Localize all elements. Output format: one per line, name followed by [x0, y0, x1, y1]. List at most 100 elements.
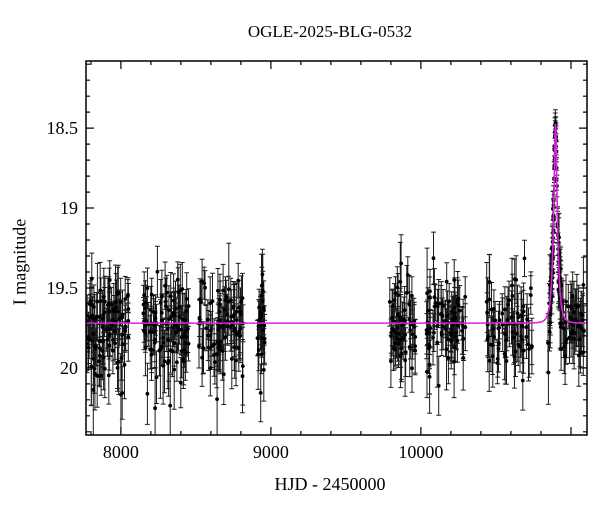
data-point — [163, 283, 168, 288]
data-point — [234, 358, 238, 363]
data-point — [428, 289, 432, 294]
data-point — [563, 354, 567, 359]
data-point — [404, 291, 409, 295]
data-point — [446, 337, 451, 341]
data-point — [395, 312, 400, 317]
data-point — [500, 311, 505, 316]
data-point — [402, 317, 406, 322]
data-point — [443, 327, 448, 331]
data-point — [393, 341, 398, 346]
data-point — [106, 301, 111, 306]
data-point — [396, 293, 400, 297]
data-point — [403, 350, 408, 354]
error-bars — [387, 234, 418, 397]
data-point — [515, 311, 520, 316]
data-point — [510, 283, 514, 288]
data-point — [407, 317, 412, 322]
data-point — [410, 293, 414, 298]
data-point — [126, 335, 131, 339]
data-point — [120, 332, 125, 337]
data-point — [427, 330, 432, 335]
data-point — [427, 342, 431, 347]
data-point — [238, 327, 243, 332]
data-point — [168, 294, 173, 299]
data-point — [454, 330, 459, 335]
data-point — [399, 261, 403, 266]
data-point — [496, 346, 501, 351]
data-point — [389, 330, 394, 335]
data-point — [145, 391, 150, 396]
data-point — [180, 287, 185, 291]
data-point — [456, 296, 461, 301]
data-point — [413, 344, 417, 348]
data-point — [507, 298, 511, 302]
data-point — [440, 314, 445, 318]
data-point — [179, 327, 184, 332]
data-point — [436, 383, 441, 388]
data-point — [160, 318, 165, 323]
data-point — [95, 373, 100, 378]
data-point — [179, 349, 184, 354]
data-point — [441, 324, 445, 329]
data-point — [491, 326, 496, 331]
data-point — [186, 341, 191, 346]
data-point — [485, 310, 490, 315]
season-points — [255, 248, 267, 423]
data-point — [520, 378, 525, 383]
data-point — [200, 355, 205, 360]
data-point — [547, 329, 552, 334]
data-point — [259, 293, 264, 298]
data-point — [175, 360, 179, 365]
data-point — [240, 296, 245, 301]
data-point — [559, 347, 563, 351]
data-point — [413, 348, 418, 353]
data-point — [260, 272, 265, 277]
data-point — [221, 288, 226, 293]
data-point — [399, 346, 404, 351]
data-point — [398, 279, 403, 284]
data-point — [513, 349, 518, 354]
data-point — [452, 345, 457, 350]
data-point — [580, 313, 585, 318]
data-point — [168, 403, 173, 408]
data-point — [520, 337, 525, 342]
data-point — [432, 295, 437, 300]
data-point — [456, 303, 461, 308]
data-point — [511, 335, 516, 340]
data-point — [145, 286, 150, 290]
data-point — [392, 298, 397, 302]
data-point — [126, 307, 131, 311]
data-point — [218, 298, 222, 302]
data-point — [223, 335, 228, 340]
data-point — [487, 297, 492, 302]
data-point — [223, 298, 228, 303]
data-point — [582, 329, 586, 333]
data-point — [425, 291, 429, 296]
data-point — [92, 305, 96, 309]
data-point — [403, 358, 407, 363]
data-point — [449, 309, 454, 314]
data-point — [115, 360, 120, 365]
data-point — [256, 352, 260, 357]
data-point — [232, 328, 237, 333]
data-point — [107, 278, 112, 282]
data-point — [572, 310, 576, 315]
data-point — [218, 344, 223, 349]
data-point — [171, 298, 176, 303]
data-point — [236, 345, 241, 350]
data-point — [178, 380, 183, 385]
data-point — [413, 335, 418, 339]
data-point — [221, 372, 226, 377]
data-point — [199, 300, 203, 304]
data-point — [407, 302, 412, 306]
data-point — [206, 345, 211, 350]
data-point — [112, 329, 117, 333]
data-point — [392, 328, 396, 332]
data-point — [444, 347, 449, 352]
data-point — [113, 300, 118, 305]
data-point — [101, 294, 106, 299]
data-point — [548, 320, 553, 325]
data-point — [497, 341, 501, 346]
data-point — [428, 295, 432, 299]
data-point — [524, 325, 529, 329]
